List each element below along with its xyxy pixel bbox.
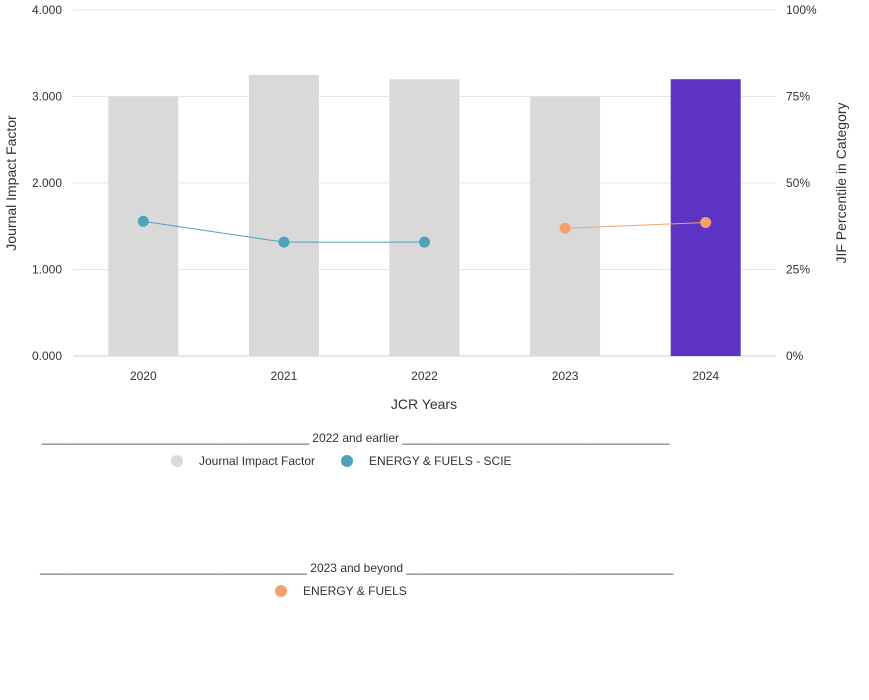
y2-tick-label: 0% (786, 349, 804, 363)
legend-label: Journal Impact Factor (199, 454, 316, 468)
legend-group-2022-earlier-heading: ________________________________________… (42, 431, 670, 445)
x-axis-title: JCR Years (391, 396, 457, 412)
y2-tick-label: 25% (786, 263, 810, 277)
y-tick-label: 0.000 (32, 349, 62, 363)
series-line (565, 221, 706, 229)
point-2023 (559, 222, 571, 234)
legend-item[interactable]: Journal Impact Factor (171, 454, 315, 468)
line-series (137, 215, 712, 248)
legend-marker-icon (341, 455, 354, 467)
legend-group-2023-beyond: ENERGY & FUELS (275, 584, 433, 598)
y2-tick-label: 100% (786, 3, 817, 17)
legend-group-2023-beyond-heading: ________________________________________… (40, 561, 674, 575)
legend-marker-icon (275, 585, 287, 597)
legend-item[interactable]: ENERGY & FUELS (275, 584, 407, 598)
bar-2022 (389, 79, 460, 356)
legend-label: ENERGY & FUELS (303, 584, 407, 598)
y-tick-label: 1.000 (32, 263, 62, 277)
right-axis-ticks: 0% 25% 50% 75% 100% (786, 3, 817, 363)
point-2021 (278, 236, 290, 248)
y2-tick-label: 50% (786, 176, 810, 190)
point-2024 (700, 216, 712, 228)
x-tick-label: 2024 (692, 369, 719, 383)
y-tick-label: 3.000 (32, 90, 62, 104)
bar-2021 (248, 74, 319, 356)
y-axis-title: Journal Impact Factor (3, 115, 19, 251)
x-tick-label: 2021 (271, 369, 298, 383)
point-2020 (137, 215, 149, 227)
y2-axis-title: JIF Percentile in Category (833, 102, 849, 263)
point-2022 (419, 236, 430, 248)
legend-marker-icon (171, 455, 183, 467)
jcr-combo-chart: 0.000 1.000 2.000 3.000 4.000 0% 25% 50% 75% 100… (3, 3, 849, 412)
legend-label: ENERGY & FUELS - SCIE (369, 454, 512, 468)
bar-series (108, 74, 741, 356)
y-tick-label: 2.000 (32, 176, 62, 190)
x-tick-label: 2020 (130, 369, 157, 383)
y2-tick-label: 75% (786, 90, 810, 104)
y-tick-label: 4.000 (32, 3, 62, 17)
legend-group-2022-earlier: Journal Impact Factor ENERGY & FUELS - SC… (171, 454, 538, 468)
x-axis-ticks: 2020 2021 2022 2023 2024 (130, 369, 719, 383)
x-tick-label: 2023 (552, 369, 579, 383)
legend-item[interactable]: ENERGY & FUELS - SCIE (341, 454, 512, 468)
x-tick-label: 2022 (411, 369, 438, 383)
left-axis-ticks: 0.000 1.000 2.000 3.000 4.000 (32, 3, 62, 363)
